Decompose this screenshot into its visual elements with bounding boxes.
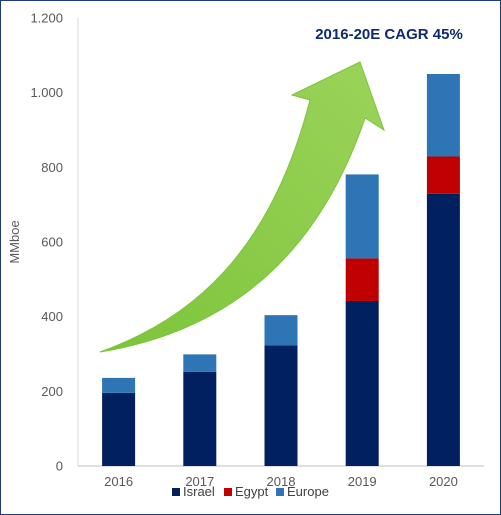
bar-segment-europe-2020 bbox=[426, 74, 460, 157]
y-tick-label: 1.000 bbox=[30, 85, 63, 100]
bar-segment-israel-2018 bbox=[264, 345, 298, 466]
y-tick-label: 600 bbox=[41, 235, 63, 250]
cagr-annotation: 2016-20E CAGR 45% bbox=[315, 26, 463, 43]
legend: Israel Egypt Europe bbox=[172, 484, 329, 499]
x-tick-label: 2018 bbox=[267, 474, 296, 489]
bar-segment-europe-2016 bbox=[102, 377, 136, 393]
y-tick-label: 1.200 bbox=[30, 11, 63, 26]
y-tick-label: 0 bbox=[56, 459, 63, 474]
growth-arrow bbox=[99, 61, 385, 353]
y-tick-labels: 0 200 400 600 800 1.000 1.200 bbox=[30, 11, 63, 474]
legend-label-egypt: Egypt bbox=[235, 484, 269, 499]
x-tick-labels: 2016 2017 2018 2019 2020 bbox=[104, 474, 458, 489]
bar-segment-israel-2016 bbox=[102, 392, 136, 466]
legend-label-israel: Israel bbox=[183, 484, 215, 499]
bar-segment-europe-2019 bbox=[345, 174, 379, 259]
legend-swatch-egypt bbox=[224, 488, 232, 496]
x-tick-label: 2017 bbox=[185, 474, 214, 489]
bars-group bbox=[102, 74, 460, 466]
bar-segment-israel-2017 bbox=[183, 371, 217, 466]
bar-segment-israel-2020 bbox=[426, 193, 460, 466]
x-tick-label: 2020 bbox=[429, 474, 458, 489]
y-axis-label: MMboe bbox=[7, 220, 22, 263]
x-tick-label: 2019 bbox=[348, 474, 377, 489]
bar-segment-europe-2018 bbox=[264, 315, 298, 346]
y-tick-label: 200 bbox=[41, 384, 63, 399]
legend-swatch-israel bbox=[172, 488, 180, 496]
y-tick-label: 800 bbox=[41, 160, 63, 175]
bar-segment-europe-2017 bbox=[183, 354, 217, 372]
legend-label-europe: Europe bbox=[287, 484, 329, 499]
legend-swatch-europe bbox=[276, 488, 284, 496]
x-tick-label: 2016 bbox=[104, 474, 133, 489]
bar-segment-egypt-2019 bbox=[345, 258, 379, 301]
bar-segment-egypt-2020 bbox=[426, 156, 460, 194]
bar-segment-israel-2019 bbox=[345, 300, 379, 466]
y-tick-label: 400 bbox=[41, 309, 63, 324]
